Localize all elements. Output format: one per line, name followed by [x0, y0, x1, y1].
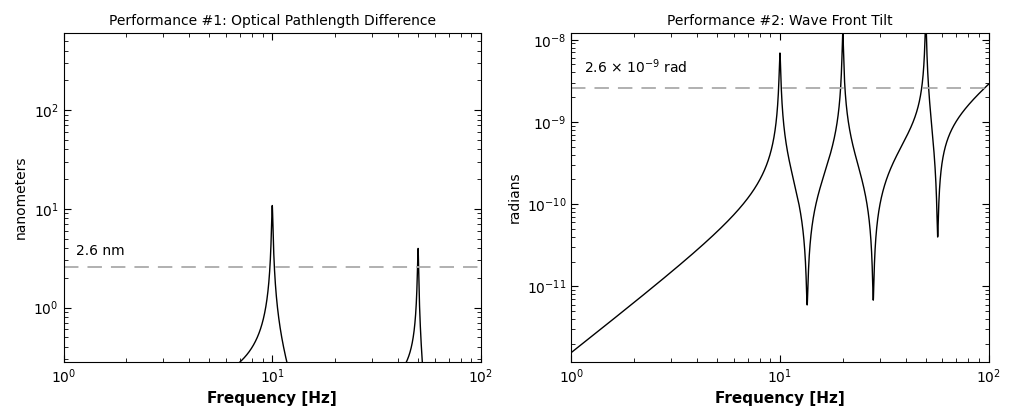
Y-axis label: radians: radians	[508, 172, 522, 223]
Text: 2.6 $\times$ 10$^{-9}$ rad: 2.6 $\times$ 10$^{-9}$ rad	[584, 58, 687, 76]
X-axis label: Frequency [Hz]: Frequency [Hz]	[207, 391, 337, 406]
Text: 2.6 nm: 2.6 nm	[76, 244, 125, 258]
Title: Performance #1: Optical Pathlength Difference: Performance #1: Optical Pathlength Diffe…	[109, 14, 435, 28]
Y-axis label: nanometers: nanometers	[14, 156, 27, 239]
Title: Performance #2: Wave Front Tilt: Performance #2: Wave Front Tilt	[667, 14, 893, 28]
X-axis label: Frequency [Hz]: Frequency [Hz]	[716, 391, 844, 406]
